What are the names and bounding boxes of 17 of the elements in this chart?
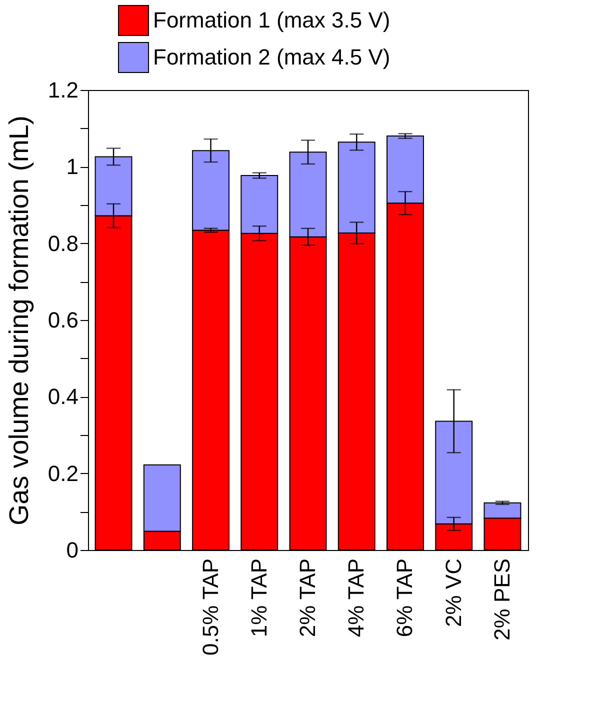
legend-label: Formation 1 (max 3.5 V) (153, 8, 390, 32)
x-tick-label: 2% VC (440, 558, 466, 627)
x-tick-label: 4% TAP (344, 558, 369, 638)
y-tick-label: 0.6 (48, 308, 78, 332)
x-tick-label: 0.5% TAP (198, 558, 223, 656)
y-tick-label: 0.2 (48, 460, 78, 486)
legend-label: Formation 2 (max 4.5 V) (153, 44, 390, 70)
y-tick-label: 1 (66, 154, 78, 180)
y-tick-label: 1.2 (48, 78, 78, 102)
y-axis-title: Gas volume during formation (mL) (4, 116, 34, 526)
x-tick-label: 2% TAP (295, 558, 320, 638)
x-tick-label: 1% TAP (246, 558, 272, 638)
x-tick-label: 6% TAP (392, 558, 418, 638)
y-tick-label: 0.8 (48, 230, 78, 256)
x-tick-label: 2% PES (489, 558, 514, 640)
y-tick-label: 0 (66, 538, 78, 562)
y-tick-label: 0.4 (48, 384, 78, 410)
